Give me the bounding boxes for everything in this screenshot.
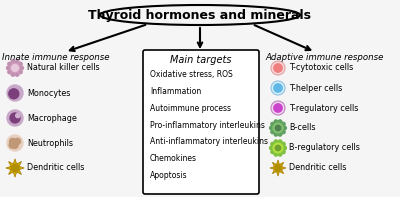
Polygon shape — [270, 160, 286, 176]
Circle shape — [8, 62, 11, 65]
Circle shape — [7, 85, 23, 101]
Circle shape — [274, 152, 278, 156]
Circle shape — [7, 135, 23, 151]
Circle shape — [10, 138, 16, 144]
Circle shape — [275, 145, 281, 151]
Circle shape — [274, 84, 282, 92]
Text: Autoimmune process: Autoimmune process — [150, 104, 231, 113]
Circle shape — [274, 120, 278, 124]
Circle shape — [278, 133, 282, 136]
Circle shape — [278, 120, 282, 124]
Text: T-helper cells: T-helper cells — [289, 84, 342, 93]
Text: Natural killer cells: Natural killer cells — [27, 63, 100, 72]
Circle shape — [9, 142, 15, 148]
Text: Chemokines: Chemokines — [150, 154, 197, 163]
Polygon shape — [6, 159, 24, 177]
Circle shape — [19, 62, 22, 65]
Circle shape — [273, 123, 283, 133]
Circle shape — [282, 122, 285, 126]
Circle shape — [271, 122, 274, 126]
Circle shape — [283, 146, 286, 150]
Circle shape — [12, 65, 18, 71]
Circle shape — [16, 113, 20, 118]
Circle shape — [11, 164, 19, 172]
Circle shape — [273, 143, 283, 153]
Circle shape — [16, 60, 19, 63]
Circle shape — [275, 165, 281, 171]
Text: T-regulatory cells: T-regulatory cells — [289, 103, 358, 112]
Circle shape — [7, 110, 23, 126]
Circle shape — [8, 71, 11, 73]
Circle shape — [278, 152, 282, 156]
Text: Adaptive immune response: Adaptive immune response — [265, 53, 383, 62]
Text: Macrophage: Macrophage — [27, 113, 77, 123]
Circle shape — [10, 63, 20, 73]
Circle shape — [271, 150, 274, 154]
Text: B-cells: B-cells — [289, 124, 316, 133]
FancyBboxPatch shape — [143, 50, 259, 194]
Text: T-cytotoxic cells: T-cytotoxic cells — [289, 63, 353, 72]
Circle shape — [274, 133, 278, 136]
Circle shape — [282, 142, 285, 146]
Text: B-regulatory cells: B-regulatory cells — [289, 143, 360, 152]
Circle shape — [16, 73, 19, 76]
Circle shape — [271, 81, 285, 95]
Text: Dendritic cells: Dendritic cells — [27, 164, 84, 173]
Text: Dendritic cells: Dendritic cells — [289, 164, 346, 173]
Circle shape — [6, 67, 10, 69]
Circle shape — [271, 101, 285, 115]
Circle shape — [19, 71, 22, 73]
Text: Oxidative stress, ROS: Oxidative stress, ROS — [150, 70, 233, 79]
Text: Neutrophils: Neutrophils — [27, 138, 73, 148]
Circle shape — [278, 140, 282, 143]
Text: Monocytes: Monocytes — [27, 88, 70, 98]
Circle shape — [282, 130, 285, 134]
Circle shape — [282, 150, 285, 154]
Text: Anti-inflammatory interleukins: Anti-inflammatory interleukins — [150, 138, 268, 146]
Circle shape — [270, 146, 273, 150]
Text: Innate immune response: Innate immune response — [2, 53, 110, 62]
Circle shape — [271, 61, 285, 75]
Circle shape — [270, 126, 273, 130]
Circle shape — [14, 138, 20, 144]
Text: Pro-inflammatory interleukins: Pro-inflammatory interleukins — [150, 121, 265, 130]
Text: Thyroid hormones and minerals: Thyroid hormones and minerals — [88, 8, 312, 21]
Text: Inflammation: Inflammation — [150, 87, 201, 96]
Text: Apoptosis: Apoptosis — [150, 171, 188, 180]
Circle shape — [271, 142, 274, 146]
Circle shape — [283, 126, 286, 130]
Circle shape — [21, 67, 24, 69]
Circle shape — [271, 130, 274, 134]
Circle shape — [11, 73, 14, 76]
Circle shape — [9, 89, 19, 99]
Circle shape — [274, 104, 282, 112]
Circle shape — [10, 113, 20, 123]
Circle shape — [11, 60, 14, 63]
Circle shape — [7, 60, 23, 76]
Circle shape — [12, 142, 18, 149]
Circle shape — [275, 125, 281, 131]
Text: Main targets: Main targets — [170, 55, 232, 65]
Circle shape — [274, 140, 278, 143]
Circle shape — [274, 64, 282, 72]
